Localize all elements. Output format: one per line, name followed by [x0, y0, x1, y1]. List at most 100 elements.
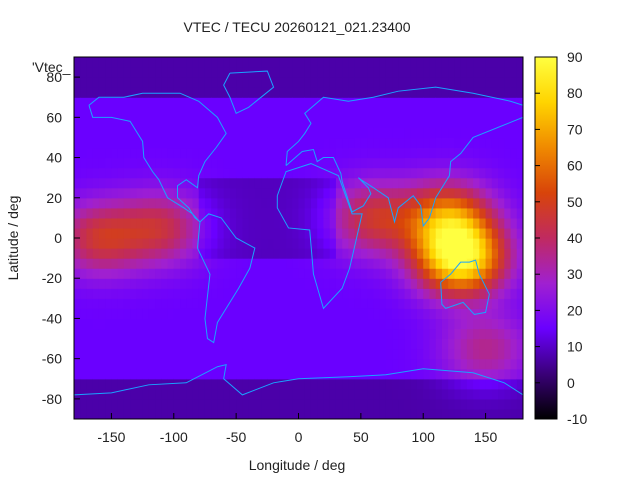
colorbar-tick-label: 90	[567, 49, 583, 65]
heat-cell	[180, 77, 187, 88]
heat-cell	[130, 197, 137, 209]
heat-cell	[429, 278, 437, 289]
heat-cell	[86, 338, 94, 350]
heat-cell	[248, 368, 256, 380]
heat-cell	[204, 308, 212, 320]
heat-cell	[279, 358, 287, 370]
heat-cell	[298, 177, 306, 189]
heat-cell	[279, 238, 287, 249]
heat-cell	[173, 67, 181, 78]
heat-cell	[504, 368, 512, 380]
heat-cell	[466, 318, 474, 330]
heat-cell	[74, 147, 81, 159]
heat-cell	[105, 77, 113, 88]
heat-cell	[342, 398, 349, 410]
heat-cell	[360, 187, 368, 199]
heat-cell	[254, 288, 262, 299]
heat-cell	[229, 107, 237, 118]
heat-cell	[485, 298, 493, 309]
heat-cell	[329, 378, 337, 390]
heat-cell	[398, 298, 406, 309]
heat-cell	[385, 97, 393, 108]
heat-cell	[261, 57, 268, 68]
heat-cell	[516, 308, 523, 320]
heat-cell	[86, 197, 94, 209]
x-tick-label: -50	[226, 429, 246, 445]
heat-cell	[229, 67, 237, 78]
heat-cell	[74, 348, 81, 360]
heat-cell	[348, 177, 356, 189]
heat-cell	[236, 378, 243, 390]
heat-cell	[516, 127, 523, 139]
heat-cell	[304, 318, 312, 330]
heat-cell	[180, 238, 187, 249]
heat-cell	[186, 248, 194, 259]
heat-cell	[223, 217, 231, 229]
heat-cell	[441, 197, 449, 209]
heat-cell	[385, 308, 393, 320]
heat-cell	[204, 177, 212, 189]
heat-cell	[204, 167, 212, 179]
heat-cell	[254, 278, 262, 289]
heat-cell	[192, 167, 200, 179]
heat-cell	[398, 207, 406, 219]
heat-cell	[136, 318, 144, 330]
heat-cell	[192, 308, 200, 320]
heat-cell	[410, 207, 418, 219]
colorbar-tick-label: 80	[567, 85, 583, 101]
heat-cell	[448, 137, 456, 149]
heat-cell	[479, 288, 487, 299]
heat-cell	[167, 258, 175, 269]
heat-cell	[111, 398, 119, 410]
heat-cell	[304, 288, 312, 299]
heat-cell	[261, 388, 268, 400]
heat-cell	[485, 368, 493, 380]
heat-cell	[292, 147, 300, 159]
heat-cell	[273, 248, 281, 259]
heat-cell	[373, 197, 381, 209]
heat-cell	[186, 338, 194, 350]
heat-cell	[74, 358, 81, 370]
heat-cell	[142, 288, 150, 299]
heat-cell	[105, 117, 113, 128]
heat-cell	[460, 117, 468, 128]
heat-cell	[180, 107, 187, 118]
heat-cell	[261, 398, 268, 410]
y-axis-label: Latitude / deg	[5, 196, 21, 281]
heat-cell	[491, 328, 499, 340]
heat-cell	[123, 167, 131, 179]
heat-cell	[435, 227, 443, 239]
heat-cell	[479, 157, 487, 169]
heat-cell	[292, 278, 300, 289]
heat-cell	[385, 268, 393, 279]
heat-cell	[123, 197, 131, 209]
heat-cell	[367, 398, 374, 410]
heat-cell	[448, 197, 456, 209]
heat-cell	[186, 57, 194, 68]
heat-cell	[354, 107, 362, 118]
heat-cell	[317, 117, 325, 128]
heat-cell	[92, 107, 100, 118]
heat-cell	[466, 328, 474, 340]
heat-cell	[74, 207, 81, 219]
heat-cell	[273, 157, 281, 169]
heat-cell	[279, 268, 287, 279]
heat-cell	[367, 97, 374, 108]
heat-cell	[354, 348, 362, 360]
heat-cell	[105, 348, 113, 360]
heat-cell	[310, 187, 318, 199]
heat-cell	[367, 258, 374, 269]
heat-cell	[404, 238, 412, 249]
heat-cell	[460, 177, 468, 189]
heat-cell	[173, 97, 181, 108]
heat-cell	[298, 217, 306, 229]
heat-cell	[180, 348, 187, 360]
heat-cell	[485, 127, 493, 139]
heat-cell	[360, 398, 368, 410]
heat-cell	[354, 157, 362, 169]
heat-cell	[248, 388, 256, 400]
heat-cell	[423, 137, 431, 149]
heat-cell	[448, 147, 456, 159]
heat-cell	[479, 358, 487, 370]
heat-cell	[404, 318, 412, 330]
